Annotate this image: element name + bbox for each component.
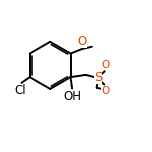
Text: O: O xyxy=(77,35,87,48)
Text: Cl: Cl xyxy=(15,84,26,97)
Text: OH: OH xyxy=(64,90,82,103)
Text: O: O xyxy=(102,60,110,70)
Text: S: S xyxy=(94,71,102,84)
Text: O: O xyxy=(101,86,110,96)
